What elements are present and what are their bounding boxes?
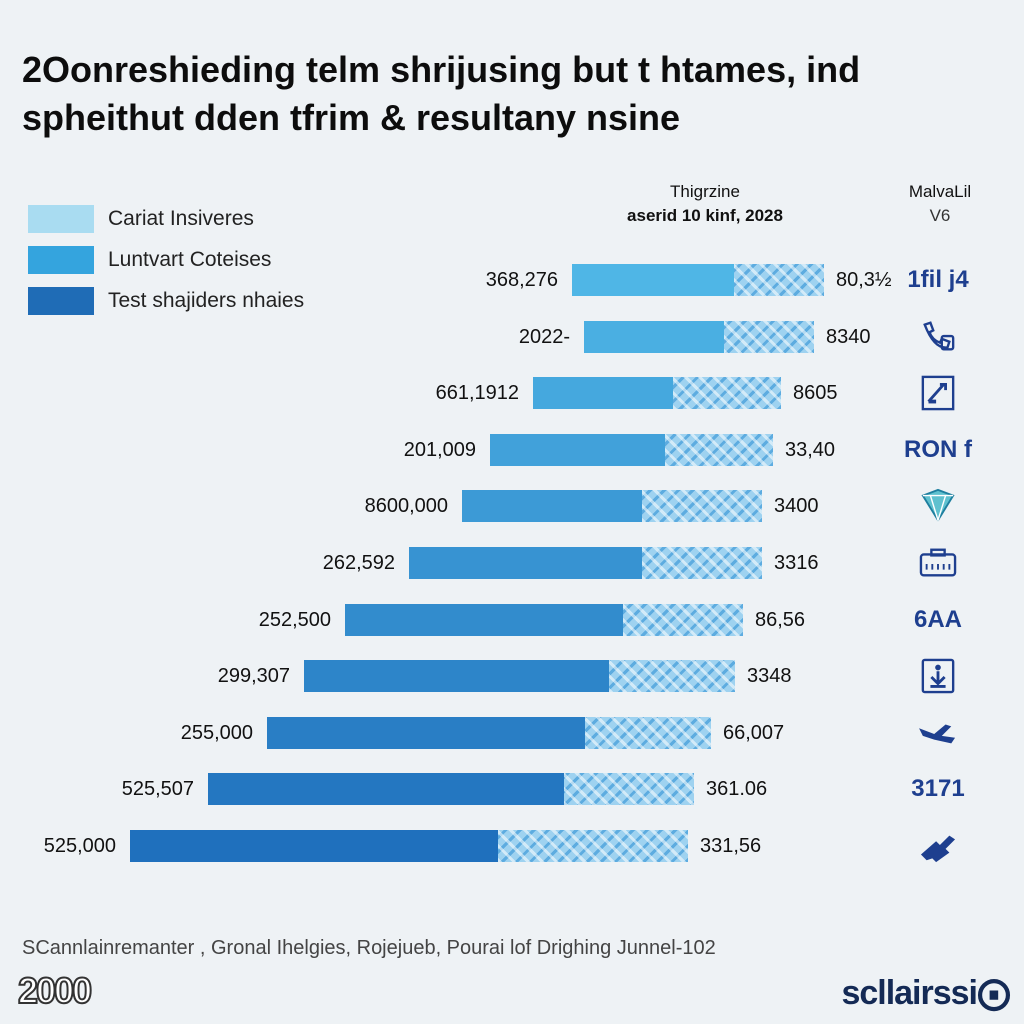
edit-document-icon: [916, 375, 960, 411]
right-header-line-1: MalvaLil: [908, 182, 972, 201]
bar-category-label: 8600,000: [364, 495, 448, 517]
bar-value-label: 86,56: [755, 609, 806, 631]
bar-category-label: 2022-: [518, 326, 570, 348]
bar-solid-segment: [345, 604, 623, 636]
download-icon: [916, 658, 960, 694]
row-glyph: RON f: [904, 436, 972, 463]
bar-pattern-segment: [585, 717, 711, 749]
bar-solid-segment: [584, 321, 724, 353]
bar-solid-segment: [130, 830, 498, 862]
bar-solid-segment: [462, 490, 642, 522]
bar-value-label: 3400: [774, 495, 819, 517]
bar-pattern-segment: [609, 660, 735, 692]
title-line-1: 2Oonreshieding telm shrijusing but t hta…: [22, 49, 861, 90]
bar-category-label: 201,009: [403, 439, 476, 461]
logo-left: 2000: [17, 969, 93, 1012]
row-glyph: 6AA: [913, 606, 962, 633]
bar-category-label: 525,507: [121, 778, 194, 800]
bar-category-label: 255,000: [180, 722, 253, 744]
bar-value-label: 8340: [826, 326, 871, 348]
bar-solid-segment: [490, 434, 665, 466]
phone-icon: [916, 319, 960, 355]
legend-item: Cariat Insiveres: [28, 205, 304, 233]
plane-icon: [916, 715, 960, 751]
legend-swatch: [28, 205, 94, 233]
bar-solid-segment: [208, 773, 564, 805]
bar-value-label: 80,3½: [836, 269, 892, 291]
bar-category-label: 262,592: [322, 552, 395, 574]
bar-value-label: 3316: [774, 552, 819, 574]
bar-value-label: 331,56: [700, 835, 762, 857]
legend: Cariat Insiveres Luntvart Coteises Test …: [28, 205, 304, 328]
bar-value-label: 361.06: [706, 778, 768, 800]
bar-pattern-segment: [642, 490, 762, 522]
legend-label: Cariat Insiveres: [108, 207, 254, 230]
title-line-2: spheithut dden tfrim & resultany nsine: [22, 97, 681, 138]
bar-pattern-segment: [623, 604, 743, 636]
source-note: SCannlainremanter , Gronal Ihelgies, Roj…: [22, 937, 716, 959]
center-header-line-2: aserid 10 kinf, 2028: [627, 206, 783, 225]
bar-category-label: 252,500: [258, 609, 331, 631]
bar-value-label: 8605: [793, 382, 838, 404]
logo-right: scllairssi⨀: [841, 974, 1011, 1012]
bar-pattern-segment: [673, 377, 781, 409]
bar-solid-segment: [267, 717, 585, 749]
bar-category-label: 368,276: [485, 269, 558, 291]
bar-pattern-segment: [665, 434, 773, 466]
legend-swatch: [28, 287, 94, 315]
bar-category-label: 299,307: [217, 665, 290, 687]
bar-value-label: 33,40: [785, 439, 836, 461]
bar-category-label: 525,000: [43, 835, 116, 857]
bar-value-label: 66,007: [723, 722, 785, 744]
right-header-line-2: V6: [929, 206, 951, 225]
bar-pattern-segment: [498, 830, 688, 862]
bar-solid-segment: [572, 264, 734, 296]
bar-solid-segment: [304, 660, 609, 692]
bar-pattern-segment: [734, 264, 824, 296]
row-glyph: 3171: [911, 775, 965, 802]
bar-pattern-segment: [564, 773, 694, 805]
bar-category-label: 661,1912: [435, 382, 519, 404]
legend-item: Test shajiders nhaies: [28, 287, 304, 315]
legend-item: Luntvart Coteises: [28, 246, 304, 274]
center-column-header: Thigrzine aserid 10 kinf, 2028: [600, 180, 810, 228]
diamond-pin-icon: [916, 488, 960, 524]
legend-label: Luntvart Coteises: [108, 248, 272, 271]
bar-pattern-segment: [642, 547, 762, 579]
bar-solid-segment: [409, 547, 642, 579]
key-icon: [916, 828, 960, 864]
bar-value-label: 3348: [747, 665, 792, 687]
briefcase-icon: [916, 545, 960, 581]
center-header-line-1: Thigrzine: [670, 182, 740, 201]
legend-label: Test shajiders nhaies: [108, 289, 305, 312]
bar-pattern-segment: [724, 321, 814, 353]
row-glyph: 1ﬁl j4: [907, 266, 969, 293]
legend-swatch: [28, 246, 94, 274]
chart-title: 2Oonreshieding telm shrijusing but t hta…: [22, 46, 1002, 142]
right-column-header: MalvaLil V6: [880, 180, 1000, 228]
bar-solid-segment: [533, 377, 673, 409]
